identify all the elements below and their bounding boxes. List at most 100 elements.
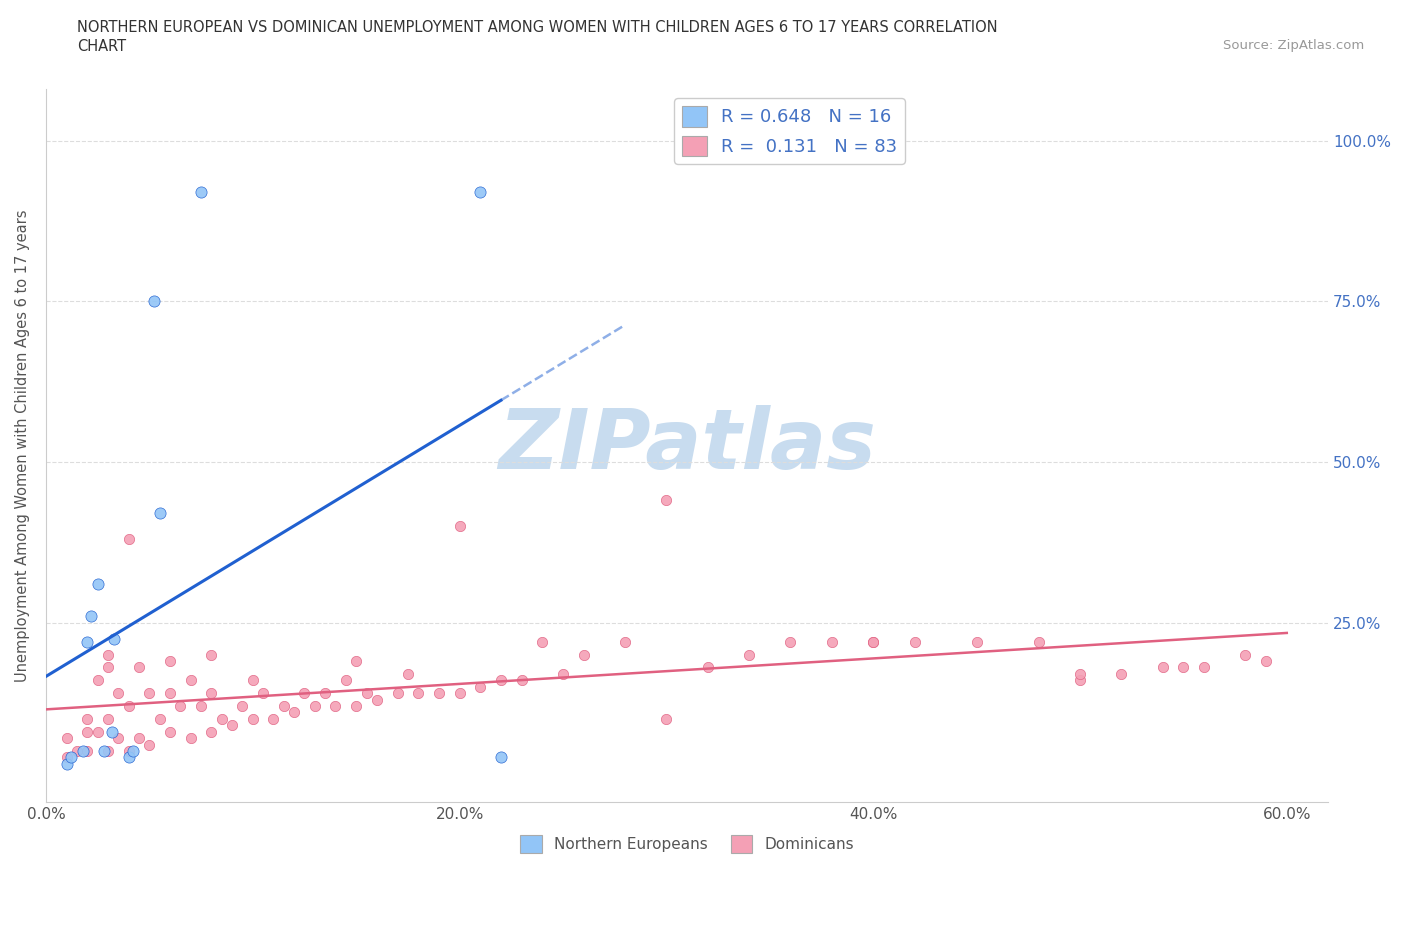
Point	[118, 744, 141, 759]
Point	[221, 718, 243, 733]
Point	[356, 685, 378, 700]
Point	[531, 634, 554, 649]
Point	[121, 744, 143, 759]
Point	[696, 660, 718, 675]
Point	[107, 731, 129, 746]
Y-axis label: Unemployment Among Women with Children Ages 6 to 17 years: Unemployment Among Women with Children A…	[15, 209, 30, 682]
Point	[449, 519, 471, 534]
Point	[1028, 634, 1050, 649]
Point	[76, 634, 98, 649]
Point	[118, 750, 141, 764]
Point	[180, 731, 202, 746]
Point	[97, 660, 120, 675]
Point	[159, 685, 181, 700]
Point	[128, 660, 150, 675]
Point	[231, 698, 253, 713]
Point	[1173, 660, 1195, 675]
Point	[128, 731, 150, 746]
Point	[242, 673, 264, 688]
Point	[149, 506, 172, 521]
Point	[142, 294, 165, 309]
Point	[97, 711, 120, 726]
Point	[86, 724, 108, 739]
Point	[406, 685, 429, 700]
Point	[387, 685, 409, 700]
Point	[76, 711, 98, 726]
Point	[1069, 673, 1091, 688]
Point	[211, 711, 233, 726]
Point	[101, 724, 124, 739]
Point	[72, 744, 94, 759]
Point	[614, 634, 637, 649]
Point	[314, 685, 336, 700]
Point	[294, 685, 316, 700]
Point	[572, 647, 595, 662]
Point	[97, 744, 120, 759]
Point	[779, 634, 801, 649]
Text: CHART: CHART	[77, 39, 127, 54]
Point	[489, 750, 512, 764]
Point	[510, 673, 533, 688]
Point	[325, 698, 347, 713]
Point	[55, 750, 77, 764]
Text: Source: ZipAtlas.com: Source: ZipAtlas.com	[1223, 39, 1364, 52]
Point	[273, 698, 295, 713]
Point	[738, 647, 761, 662]
Point	[159, 724, 181, 739]
Point	[86, 673, 108, 688]
Point	[200, 724, 222, 739]
Point	[190, 185, 212, 200]
Point	[118, 532, 141, 547]
Point	[335, 673, 357, 688]
Point	[242, 711, 264, 726]
Point	[427, 685, 450, 700]
Point	[55, 756, 77, 771]
Point	[449, 685, 471, 700]
Point	[169, 698, 191, 713]
Point	[76, 724, 98, 739]
Point	[1152, 660, 1174, 675]
Point	[107, 685, 129, 700]
Point	[862, 634, 884, 649]
Point	[200, 647, 222, 662]
Point	[470, 679, 492, 694]
Point	[1234, 647, 1257, 662]
Point	[200, 685, 222, 700]
Point	[80, 608, 103, 623]
Point	[366, 692, 388, 707]
Point	[138, 685, 160, 700]
Point	[304, 698, 326, 713]
Point	[470, 185, 492, 200]
Point	[655, 493, 678, 508]
Point	[1111, 667, 1133, 682]
Point	[190, 698, 212, 713]
Point	[76, 744, 98, 759]
Point	[97, 647, 120, 662]
Point	[821, 634, 844, 649]
Point	[93, 744, 115, 759]
Point	[149, 711, 172, 726]
Point	[262, 711, 284, 726]
Point	[489, 673, 512, 688]
Point	[159, 654, 181, 669]
Point	[1192, 660, 1215, 675]
Point	[903, 634, 925, 649]
Point	[1254, 654, 1277, 669]
Point	[118, 698, 141, 713]
Point	[1069, 667, 1091, 682]
Point	[966, 634, 988, 649]
Point	[551, 667, 574, 682]
Point	[252, 685, 274, 700]
Legend: Northern Europeans, Dominicans: Northern Europeans, Dominicans	[515, 829, 860, 859]
Point	[655, 711, 678, 726]
Point	[396, 667, 419, 682]
Point	[103, 631, 125, 646]
Point	[59, 750, 82, 764]
Point	[344, 654, 367, 669]
Point	[55, 731, 77, 746]
Text: NORTHERN EUROPEAN VS DOMINICAN UNEMPLOYMENT AMONG WOMEN WITH CHILDREN AGES 6 TO : NORTHERN EUROPEAN VS DOMINICAN UNEMPLOYM…	[77, 20, 998, 35]
Point	[283, 705, 305, 720]
Point	[862, 634, 884, 649]
Point	[86, 577, 108, 591]
Point	[66, 744, 89, 759]
